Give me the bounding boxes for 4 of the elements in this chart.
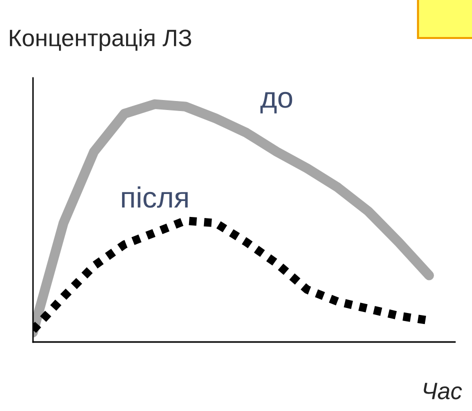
x-axis-title: Час	[424, 382, 462, 400]
y-axis-title: Концентрація ЛЗ	[10, 28, 192, 52]
series-label: після	[122, 186, 188, 208]
series-label: до	[260, 92, 292, 114]
